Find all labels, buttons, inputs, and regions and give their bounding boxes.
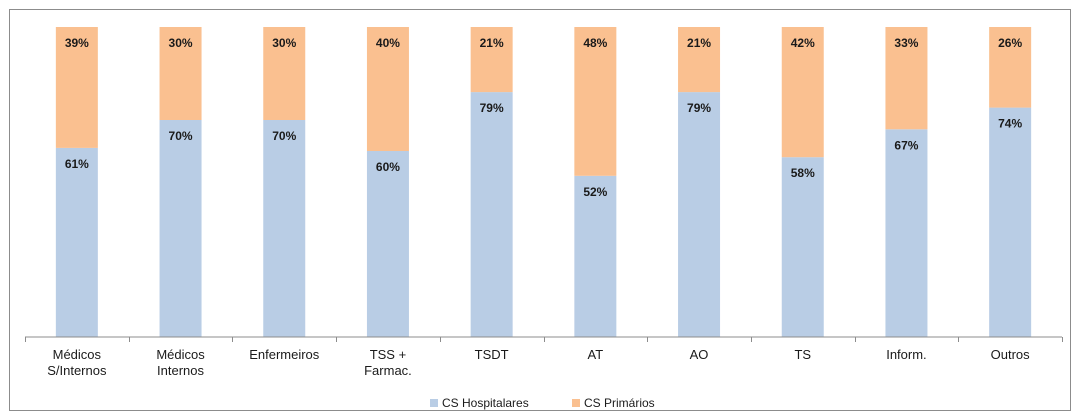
bar-hospitalares-6	[678, 92, 721, 337]
data-label-hospitalares-4: 79%	[480, 101, 504, 115]
category-label-6: AO	[690, 347, 709, 362]
bar-hospitalares-0	[55, 147, 98, 337]
category-label-9: Outros	[991, 347, 1031, 362]
category-label-2: Enfermeiros	[249, 347, 320, 362]
data-label-primarios-0: 39%	[65, 36, 89, 50]
legend: CS Hospitalares CS Primários	[430, 396, 655, 410]
x-ticks-group	[25, 337, 1063, 342]
bar-primarios-3	[366, 27, 409, 151]
data-label-primarios-7: 42%	[791, 36, 815, 50]
bar-primarios-7	[781, 27, 824, 158]
category-label-0: Médicos S/Internos	[47, 347, 107, 378]
data-label-primarios-1: 30%	[169, 36, 193, 50]
category-label-3: TSS + Farmac.	[364, 347, 412, 378]
category-labels-group: Médicos S/Internos Médicos Internos Enfermei…	[47, 347, 1030, 378]
bar-hospitalares-3	[366, 151, 409, 337]
legend-label-primarios: CS Primários	[584, 396, 655, 410]
legend-swatch-hospitalares	[430, 399, 438, 407]
data-label-primarios-6: 21%	[687, 36, 711, 50]
data-label-hospitalares-2: 70%	[272, 129, 296, 143]
data-label-primarios-8: 33%	[894, 36, 918, 50]
data-label-primarios-5: 48%	[583, 36, 607, 50]
bar-primarios-6	[678, 27, 721, 93]
data-label-hospitalares-1: 70%	[169, 129, 193, 143]
bar-primarios-8	[885, 27, 928, 130]
bar-primarios-5	[574, 27, 617, 176]
data-label-hospitalares-8: 67%	[894, 138, 918, 152]
bar-primarios-0	[55, 27, 98, 148]
data-label-hospitalares-7: 58%	[791, 166, 815, 180]
category-label-7: TS	[794, 347, 811, 362]
data-label-hospitalares-3: 60%	[376, 160, 400, 174]
category-label-4: TSDT	[475, 347, 509, 362]
bar-hospitalares-9	[989, 107, 1032, 337]
bar-hospitalares-8	[885, 129, 928, 337]
data-label-primarios-9: 26%	[998, 36, 1022, 50]
bars-group: 61% 39% 70% 30% 70% 30% 60% 40% 79% 21% 52% 48% 79% 2…	[55, 27, 1032, 337]
bar-hospitalares-5	[574, 175, 617, 337]
category-label-8: Inform.	[886, 347, 926, 362]
bar-hospitalares-7	[781, 157, 824, 337]
data-label-hospitalares-9: 74%	[998, 117, 1022, 131]
bar-primarios-2	[263, 27, 306, 120]
data-label-hospitalares-6: 79%	[687, 101, 711, 115]
data-label-primarios-2: 30%	[272, 36, 296, 50]
bar-primarios-1	[159, 27, 202, 120]
bar-primarios-9	[989, 27, 1032, 108]
bar-primarios-4	[470, 27, 513, 93]
category-label-5: AT	[588, 347, 604, 362]
legend-swatch-primarios	[572, 399, 580, 407]
bar-hospitalares-1	[159, 120, 202, 337]
category-label-1: Médicos Internos	[156, 347, 205, 378]
data-label-primarios-3: 40%	[376, 36, 400, 50]
bar-hospitalares-2	[263, 120, 306, 337]
data-label-hospitalares-0: 61%	[65, 157, 89, 171]
data-label-primarios-4: 21%	[480, 36, 504, 50]
legend-label-hospitalares: CS Hospitalares	[442, 396, 529, 410]
bar-hospitalares-4	[470, 92, 513, 337]
data-label-hospitalares-5: 52%	[583, 185, 607, 199]
